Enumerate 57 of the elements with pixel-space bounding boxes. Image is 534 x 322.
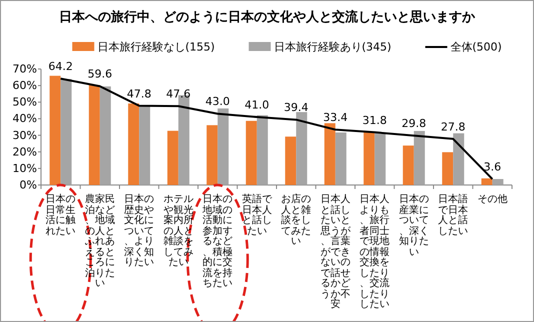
data-label: 59.6 (88, 68, 112, 81)
x-tick-label: 日本の日常生活に触れたい (44, 195, 77, 237)
bar (60, 78, 72, 185)
data-label: 64.2 (48, 60, 73, 74)
bar (453, 133, 464, 185)
legend-label: 全体(500) (450, 40, 502, 54)
bar (414, 130, 425, 185)
x-tick-label: 日本人よりも、旅行者同士で現地の情報交換をしたり、交流したりしたい (358, 195, 391, 310)
bar (256, 115, 268, 185)
data-label: 39.4 (284, 101, 308, 114)
bar (335, 132, 346, 185)
data-label: 29.8 (402, 117, 426, 130)
y-tick-label: 50% (12, 96, 37, 109)
x-tick-label: 日本の地域の活動に参加するなど、積極的に交流を持ちたい (202, 195, 234, 290)
y-tick-label: 40% (12, 112, 37, 126)
data-label: 27.8 (440, 120, 466, 134)
bar (374, 132, 386, 185)
bar (285, 136, 296, 185)
bar (481, 178, 492, 185)
data-label: 47.8 (126, 87, 152, 100)
y-tick-label: 60% (12, 79, 37, 92)
bar (402, 146, 414, 185)
y-tick-label: 0% (20, 178, 37, 192)
legend-label: 日本旅行経験なし(155) (97, 40, 215, 54)
x-tick-label: 日本語で日本人と話したい (437, 195, 470, 237)
y-tick-label: 70% (12, 62, 37, 76)
data-label: 47.6 (166, 88, 191, 101)
bar (88, 85, 100, 185)
legend-label: 日本旅行経験あり(345) (274, 40, 392, 54)
y-tick-label: 20% (12, 145, 37, 158)
data-label: 33.4 (323, 111, 348, 124)
bar (100, 86, 111, 185)
data-label: 31.8 (362, 114, 387, 127)
bar (206, 125, 218, 185)
data-label: 43.0 (205, 95, 230, 108)
y-tick-label: 30% (12, 128, 37, 142)
bar (50, 76, 61, 185)
y-tick-label: 10% (12, 162, 37, 175)
bar (128, 103, 140, 185)
x-tick-label: 日本人と話したいと思うが、言葉ができないので話せるかどうか不安 (319, 195, 352, 310)
x-tick-label: 英語で日本人と話したい (240, 195, 273, 237)
bar (492, 179, 504, 185)
x-tick-label: 日本の歴史や文化について、より深く知りたい (123, 195, 156, 268)
bar (218, 108, 229, 185)
bar (442, 152, 454, 185)
x-tick-label: 日本の産業について、深く知りたい (398, 195, 430, 258)
bar (139, 106, 150, 185)
data-label: 41.0 (244, 98, 270, 112)
title: 日本への旅行中、どのように日本の文化や人と交流したいと思いますか (59, 10, 475, 25)
bar (246, 120, 257, 185)
bar (296, 112, 308, 185)
bar (324, 123, 336, 185)
x-tick-label: その他 (476, 195, 508, 206)
data-label: 3.6 (484, 160, 502, 174)
x-tick-label: お店の人と雑談をしてみたい (280, 195, 312, 248)
bar (167, 130, 178, 185)
bar (364, 132, 375, 185)
